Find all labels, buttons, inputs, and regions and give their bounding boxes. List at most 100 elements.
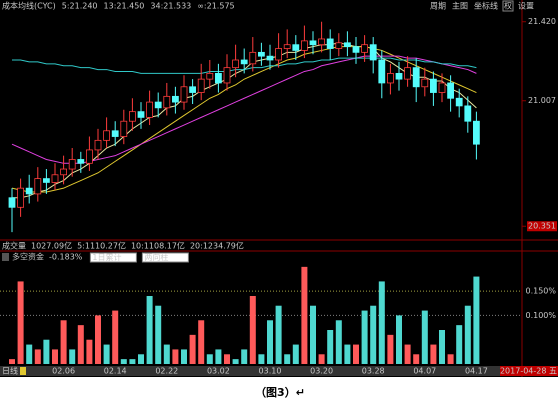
y-tick-label: 0.100% <box>525 311 556 320</box>
volume-info: 1027.09亿 <box>31 241 72 251</box>
bar <box>9 359 15 364</box>
dropdown-label[interactable]: 1日累计 <box>92 252 121 262</box>
bar <box>181 349 187 364</box>
candle-body <box>103 130 110 141</box>
bar <box>404 344 411 364</box>
volume-info: 5:1110.27亿 <box>77 241 126 251</box>
candle-body <box>326 38 334 49</box>
candle-body <box>378 59 386 84</box>
bar <box>60 320 67 364</box>
bar <box>267 320 273 364</box>
candle-body <box>240 59 248 65</box>
candle-body <box>111 130 119 137</box>
bar <box>361 310 368 364</box>
bar <box>310 305 316 364</box>
ma-line <box>11 46 477 193</box>
candle-body <box>171 95 179 103</box>
menu-item[interactable]: 周期 <box>430 2 446 11</box>
bar <box>387 334 394 364</box>
bar <box>120 359 127 364</box>
legend-entry: 13:21.450 <box>104 2 145 11</box>
candle-body <box>404 67 412 80</box>
x-tick-label: 03.28 <box>362 367 385 376</box>
bar <box>241 349 248 364</box>
legend-entry: ∞:21.575 <box>197 2 234 11</box>
bar <box>112 310 119 364</box>
bar <box>163 344 170 364</box>
candle-body <box>180 86 188 103</box>
candle-body <box>43 178 50 183</box>
candle-body <box>266 55 274 61</box>
bar <box>430 344 437 364</box>
bar <box>69 349 76 364</box>
candle-body <box>257 51 265 57</box>
candle-body <box>34 178 42 195</box>
y-tick-label: 21.007 <box>528 96 556 105</box>
x-tick-label: 04.17 <box>465 367 488 376</box>
bar <box>206 354 213 364</box>
bar <box>353 344 359 364</box>
x-tick-label: 03.10 <box>259 367 282 376</box>
bar <box>327 330 334 364</box>
candle-body <box>283 44 291 49</box>
bar <box>232 359 239 364</box>
x-tick-label: 02.22 <box>155 367 178 376</box>
candle-body <box>25 187 33 195</box>
caption: （图3）↵ <box>255 386 305 399</box>
candle-body <box>429 78 437 93</box>
candle-body <box>189 86 197 93</box>
candle-body <box>343 42 351 48</box>
bar <box>464 305 471 364</box>
bar <box>198 320 205 364</box>
x-tick-label: 02.06 <box>52 367 75 376</box>
candle-body <box>77 159 85 164</box>
bar <box>292 344 299 364</box>
bar <box>335 320 342 364</box>
candle-body <box>206 72 214 80</box>
candle-body <box>369 44 377 61</box>
cursor-date-box <box>500 366 558 376</box>
bar <box>189 334 196 364</box>
y-tick-label: 0.150% <box>525 287 556 296</box>
menu-box <box>502 0 514 12</box>
candle-body <box>361 44 369 53</box>
bar <box>215 349 222 364</box>
bar <box>275 305 282 364</box>
period-label[interactable]: 日线 <box>2 366 18 376</box>
bar <box>52 349 58 364</box>
bar <box>146 296 153 364</box>
menu-item[interactable]: 坐标线 <box>474 1 498 11</box>
y-tick-label: 20.351 <box>528 222 556 231</box>
bar <box>26 344 33 364</box>
candle-body <box>447 82 455 99</box>
x-tick-label: 03.20 <box>310 367 333 376</box>
menu-item[interactable]: 权 <box>504 1 512 11</box>
bar <box>344 344 351 364</box>
menu-item[interactable]: 主图 <box>452 1 468 11</box>
bar <box>301 266 308 364</box>
bar <box>413 354 420 364</box>
candle-body <box>146 101 154 118</box>
x-axis-strip <box>0 366 522 376</box>
candle-body <box>335 42 343 49</box>
volume-info: 20:1234.79亿 <box>190 241 244 251</box>
bar <box>396 315 402 364</box>
dropdown[interactable] <box>141 252 189 263</box>
candle-body <box>17 187 25 208</box>
candle-body <box>455 97 463 107</box>
help-icon[interactable] <box>2 253 9 261</box>
bar <box>77 325 84 364</box>
bar <box>439 330 445 364</box>
bar <box>172 349 179 364</box>
bar <box>129 359 136 364</box>
chart-title: 成本均线(CYC) <box>2 1 56 11</box>
bar <box>421 310 428 364</box>
bar <box>43 339 50 364</box>
menu-item[interactable]: 设置 <box>518 1 534 11</box>
dropdown[interactable] <box>89 252 137 263</box>
dropdown-label[interactable]: 两向柱 <box>144 252 168 262</box>
candle-body <box>68 159 76 170</box>
candle-body <box>154 101 162 109</box>
x-tick-label: 02.14 <box>104 367 127 376</box>
